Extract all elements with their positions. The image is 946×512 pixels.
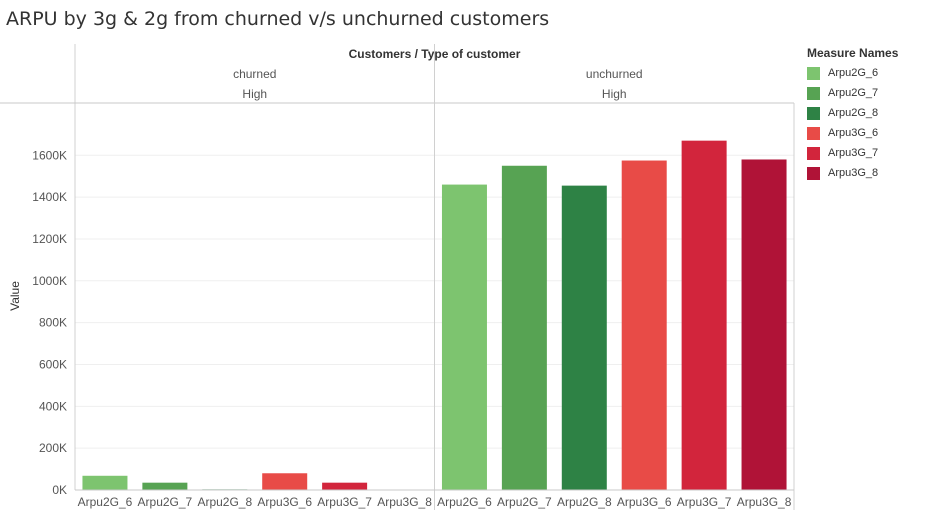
bar-unchurned-arpu2g_8 [561,185,607,490]
legend-item[interactable]: Arpu2G_7 [807,83,898,103]
y-tick-label: 1000K [32,274,67,288]
legend-item[interactable]: Arpu3G_7 [807,143,898,163]
x-tick-label: Arpu2G_6 [437,495,492,509]
x-tick-label: Arpu3G_6 [257,495,312,509]
legend-label: Arpu2G_7 [828,87,879,99]
x-tick-label: Arpu3G_6 [617,495,672,509]
panel-label-type: High [242,87,267,101]
y-tick-label: 400K [39,399,67,413]
legend-title: Measure Names [807,46,899,60]
bar-unchurned-arpu2g_6 [441,184,487,490]
legend-label: Arpu3G_6 [828,127,879,139]
x-tick-label: Arpu3G_7 [677,495,732,509]
legend: Measure Names Arpu2G_6 Arpu2G_7 Arpu2G_8 Ar… [807,46,898,183]
bar-churned-arpu2g_7 [142,482,188,490]
y-tick-label: 0K [52,483,67,497]
bar-unchurned-arpu3g_6 [621,160,667,490]
x-tick-label: Arpu2G_7 [138,495,193,509]
x-tick-label: Arpu2G_7 [497,495,552,509]
legend-swatch [807,86,820,100]
bar-unchurned-arpu3g_7 [681,140,727,490]
y-axis-title: Value [8,281,22,311]
y-tick-label: 800K [39,316,67,330]
y-tick-label: 1200K [32,232,67,246]
legend-swatch [807,126,820,140]
legend-item[interactable]: Arpu3G_6 [807,123,898,143]
bar-unchurned-arpu2g_7 [501,165,547,490]
x-tick-label: Arpu2G_6 [78,495,133,509]
legend-swatch [807,146,820,160]
panel-label-type: High [602,87,627,101]
panel-label-customers: unchurned [586,67,643,81]
y-tick-label: 600K [39,357,67,371]
x-tick-label: Arpu2G_8 [557,495,612,509]
legend-label: Arpu2G_6 [828,67,879,79]
bar-unchurned-arpu3g_8 [741,159,787,490]
x-tick-label: Arpu3G_8 [737,495,792,509]
legend-items: Arpu2G_6 Arpu2G_7 Arpu2G_8 Arpu3G_6 Arpu3G_7… [807,63,898,183]
legend-label: Arpu3G_7 [828,147,879,159]
legend-item[interactable]: Arpu2G_6 [807,63,898,83]
panel-label-customers: churned [233,67,276,81]
legend-item[interactable]: Arpu2G_8 [807,103,898,123]
legend-label: Arpu2G_8 [828,107,879,119]
bar-churned-arpu2g_6 [82,475,128,490]
y-tick-label: 1400K [32,190,67,204]
legend-swatch [807,66,820,80]
x-tick-label: Arpu3G_7 [317,495,372,509]
legend-swatch [807,106,820,120]
legend-item[interactable]: Arpu3G_8 [807,163,898,183]
legend-label: Arpu3G_8 [828,167,879,179]
x-tick-label: Arpu2G_8 [197,495,252,509]
x-tick-label: Arpu3G_8 [377,495,432,509]
bar-churned-arpu3g_6 [262,473,308,490]
bar-chart: Customers / Type of customerchurnedHighA… [0,44,795,510]
legend-swatch [807,166,820,180]
chart-title: ARPU by 3g & 2g from churned v/s unchurn… [6,8,550,30]
y-tick-label: 200K [39,441,67,455]
y-tick-label: 1600K [32,148,67,162]
bar-churned-arpu3g_7 [322,482,368,490]
